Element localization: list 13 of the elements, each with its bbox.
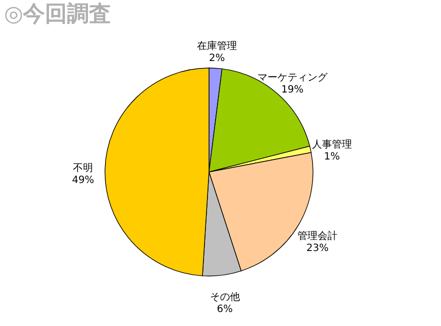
slice-label: その他 <box>210 291 240 304</box>
data-label: 6% <box>216 304 233 316</box>
slice-label: 管理会計 <box>297 230 338 242</box>
slice-label: マーケティング <box>257 72 328 84</box>
data-label: 49% <box>72 175 94 186</box>
slice-label: 不明 <box>73 163 94 174</box>
data-label: 23% <box>306 243 329 254</box>
data-label: 19% <box>281 84 304 96</box>
chart-title: ◎今回調査 <box>4 1 112 27</box>
slice-label: 人事管理 <box>312 138 352 151</box>
data-label: 1% <box>324 152 340 163</box>
slice-label: 在庫管理 <box>196 40 237 52</box>
data-label: 2% <box>208 53 225 64</box>
